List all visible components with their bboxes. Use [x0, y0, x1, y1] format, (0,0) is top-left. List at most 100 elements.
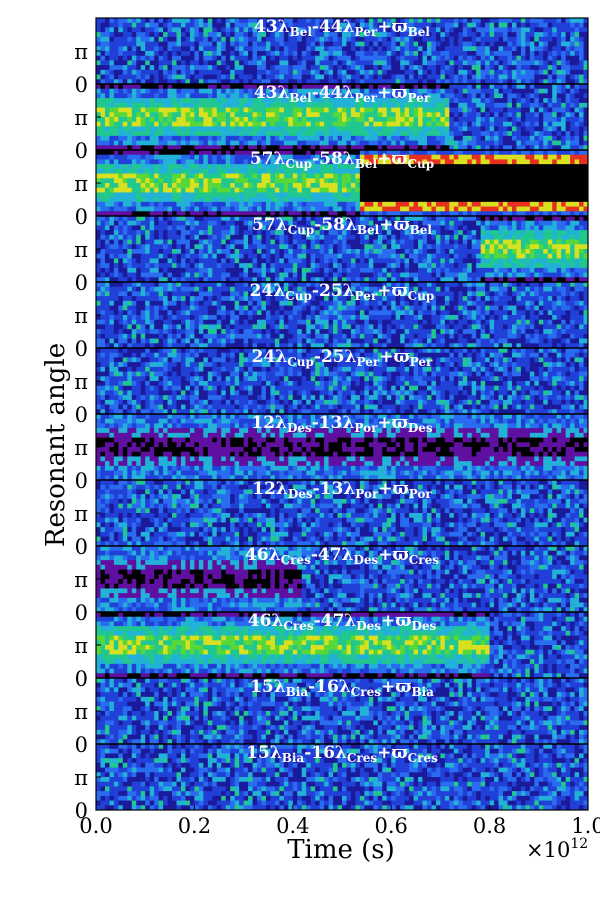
heatmap-cell: [257, 188, 262, 193]
heatmap-cell: [311, 202, 316, 207]
heatmap-cell: [423, 122, 428, 127]
heatmap-cell: [163, 18, 168, 23]
heatmap-cell: [431, 122, 436, 127]
heatmap-cell: [454, 75, 459, 80]
heatmap-cell: [279, 37, 284, 42]
heatmap-cell: [154, 108, 159, 113]
heatmap-cell: [217, 42, 222, 47]
heatmap-cell: [145, 56, 150, 61]
heatmap-cell: [315, 136, 320, 141]
heatmap-cell: [96, 159, 101, 164]
heatmap-cell: [96, 174, 101, 179]
heatmap-cell: [230, 103, 235, 108]
heatmap-cell: [172, 141, 177, 146]
heatmap-cell: [257, 126, 262, 131]
heatmap-cell: [557, 23, 562, 28]
heatmap-cell: [440, 65, 445, 70]
heatmap-cell: [570, 141, 575, 146]
heatmap-cell: [458, 117, 463, 122]
heatmap-cell: [114, 103, 119, 108]
heatmap-cell: [387, 46, 392, 51]
heatmap-cell: [212, 122, 217, 127]
heatmap-cell: [396, 112, 401, 117]
heatmap-cell: [136, 93, 141, 98]
heatmap-cell: [226, 141, 231, 146]
heatmap-cell: [261, 112, 266, 117]
heatmap-cell: [454, 178, 459, 183]
heatmap-cell: [208, 27, 213, 32]
heatmap-cell: [208, 98, 213, 103]
heatmap-cell: [346, 207, 351, 212]
heatmap-cell: [203, 141, 208, 146]
heatmap-cell: [454, 23, 459, 28]
heatmap-cell: [145, 126, 150, 131]
heatmap-cell: [494, 159, 499, 164]
heatmap-cell: [141, 75, 146, 80]
heatmap-cell: [123, 32, 128, 37]
heatmap-cell: [463, 27, 468, 32]
heatmap-cell: [185, 37, 190, 42]
heatmap-cell: [244, 178, 249, 183]
heatmap-cell: [539, 131, 544, 136]
heatmap-cell: [190, 141, 195, 146]
heatmap-cell: [458, 122, 463, 127]
heatmap-cell: [306, 178, 311, 183]
heatmap-cell: [391, 42, 396, 47]
heatmap-cell: [203, 51, 208, 56]
heatmap-cell: [221, 32, 226, 37]
heatmap-cell: [396, 103, 401, 108]
heatmap-cell: [387, 75, 392, 80]
heatmap-cell: [499, 192, 504, 197]
heatmap-cell: [481, 159, 486, 164]
heatmap-cell: [275, 70, 280, 75]
heatmap-cell: [127, 51, 132, 56]
heatmap-cell: [400, 174, 405, 179]
heatmap-cell: [105, 112, 110, 117]
heatmap-cell: [105, 155, 110, 160]
heatmap-cell: [516, 56, 521, 61]
heatmap-cell: [481, 112, 486, 117]
heatmap-cell: [279, 75, 284, 80]
heatmap-cell: [239, 159, 244, 164]
heatmap-cell: [427, 126, 432, 131]
heatmap-cell: [141, 117, 146, 122]
heatmap-cell: [409, 131, 414, 136]
heatmap-cell: [145, 42, 150, 47]
heatmap-cell: [396, 141, 401, 146]
heatmap-cell: [561, 103, 566, 108]
heatmap-cell: [364, 46, 369, 51]
heatmap-cell: [570, 126, 575, 131]
heatmap-cell: [168, 98, 173, 103]
heatmap-cell: [185, 103, 190, 108]
heatmap-cell: [199, 103, 204, 108]
heatmap-cell: [150, 131, 155, 136]
heatmap-cell: [485, 46, 490, 51]
heatmap-cell: [177, 93, 182, 98]
heatmap-cell: [172, 42, 177, 47]
heatmap-cell: [320, 188, 325, 193]
heatmap-cell: [463, 155, 468, 160]
heatmap-cell: [342, 112, 347, 117]
heatmap-cell: [530, 89, 535, 94]
heatmap-cell: [221, 60, 226, 65]
heatmap-cell: [405, 75, 410, 80]
heatmap-cell: [552, 136, 557, 141]
heatmap-cell: [230, 174, 235, 179]
heatmap-cell: [525, 89, 530, 94]
heatmap-cell: [261, 108, 266, 113]
heatmap-cell: [212, 65, 217, 70]
heatmap-cell: [257, 141, 262, 146]
heatmap-cell: [454, 32, 459, 37]
heatmap-cell: [181, 70, 186, 75]
heatmap-cell: [284, 136, 289, 141]
heatmap-cell: [168, 202, 173, 207]
heatmap-cell: [458, 32, 463, 37]
heatmap-cell: [118, 27, 123, 32]
heatmap-cell: [543, 23, 548, 28]
heatmap-cell: [190, 42, 195, 47]
heatmap-cell: [172, 18, 177, 23]
heatmap-cell: [378, 60, 383, 65]
heatmap-cell: [539, 103, 544, 108]
heatmap-cell: [194, 42, 199, 47]
heatmap-cell: [378, 112, 383, 117]
